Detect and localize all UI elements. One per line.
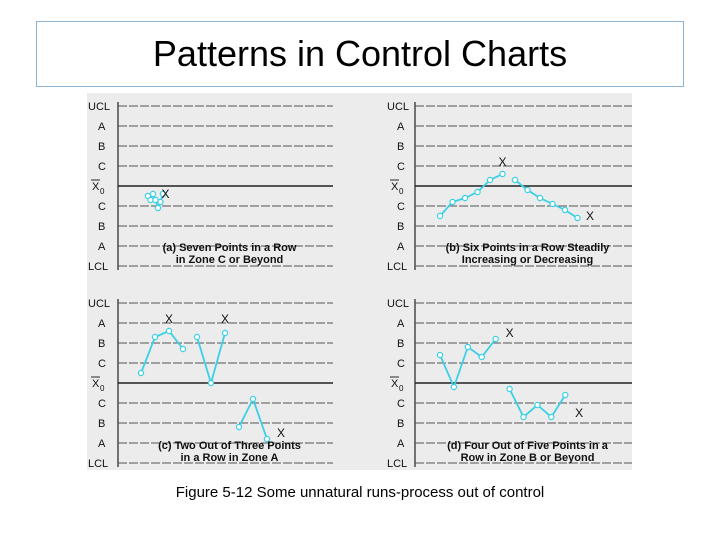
chart-b-data-point xyxy=(574,214,581,222)
chart-b-zone-label: A xyxy=(397,241,405,253)
chart-b-data-point xyxy=(524,186,531,194)
chart-d-data-point xyxy=(464,343,472,351)
chart-b-zone-label: LCL xyxy=(387,261,407,273)
chart-b-data-point xyxy=(436,212,444,220)
chart-b-out-of-control-marker: X xyxy=(586,209,594,223)
chart-a-out-of-control-marker: X xyxy=(161,187,169,201)
chart-c-data-point xyxy=(235,423,243,431)
chart-b-subtitle-line: Increasing or Decreasing xyxy=(462,254,593,266)
chart-d-center-label-sub: 0 xyxy=(399,384,404,393)
chart-d-data-point xyxy=(562,391,569,399)
chart-c-data-point xyxy=(193,333,201,341)
chart-c-data-point xyxy=(221,329,229,337)
chart-c-data-point xyxy=(151,333,159,341)
chart-d-zone-label: UCL xyxy=(387,298,409,310)
chart-b-zone-label: B xyxy=(397,221,404,233)
chart-b-zone-label: B xyxy=(397,141,404,153)
chart-c-out-of-control-marker: X xyxy=(165,312,173,326)
chart-b-data-point xyxy=(461,194,469,202)
chart-c-zone-label: LCL xyxy=(88,458,108,470)
chart-d-data-point xyxy=(534,401,541,409)
chart-d-subtitle-line: Row in Zone B or Beyond xyxy=(461,452,595,464)
chart-a-data-point xyxy=(159,190,167,198)
page-title: Patterns in Control Charts xyxy=(152,33,568,74)
chart-c-data-point xyxy=(249,395,257,403)
chart-b-data-point xyxy=(536,194,544,202)
chart-d-data-point xyxy=(478,353,485,361)
chart-a-center-label-sub: 0 xyxy=(100,187,105,196)
chart-d-out-of-control-marker: X xyxy=(506,326,514,340)
chart-a-data-point xyxy=(149,190,157,198)
chart-d-out-of-control-marker: X xyxy=(575,406,583,420)
chart-b-data-point xyxy=(511,176,519,184)
chart-d-data-point xyxy=(492,335,499,343)
chart-d-zone-label: C xyxy=(397,398,405,410)
chart-c-zone-label: UCL xyxy=(88,298,110,310)
chart-d-data-point xyxy=(506,385,513,393)
chart-a-zone-label: A xyxy=(98,121,106,133)
chart-d-center-label: X xyxy=(391,378,399,390)
chart-b-center-label-sub: 0 xyxy=(399,187,404,196)
chart-c-center-label-sub: 0 xyxy=(100,384,105,393)
chart-b-data-point xyxy=(449,198,456,206)
chart-b-zone-label: C xyxy=(397,201,405,213)
chart-d-data-point xyxy=(450,383,458,391)
chart-a-zone-label: B xyxy=(98,221,105,233)
chart-a-zone-label: B xyxy=(98,141,105,153)
chart-c-zone-label: B xyxy=(98,418,105,430)
chart-c-out-of-control-marker: X xyxy=(221,312,229,326)
chart-c-data-point xyxy=(165,327,173,335)
chart-c-out-of-control-marker: X xyxy=(277,426,285,440)
chart-c-zone-label: C xyxy=(98,398,106,410)
chart-b-data-point xyxy=(549,200,556,208)
chart-a-subtitle-line: in Zone C or Beyond xyxy=(176,254,284,266)
chart-b-center-label: X xyxy=(391,181,399,193)
chart-a-zone-label: LCL xyxy=(88,261,108,273)
chart-c-subtitle-line: (c) Two Out of Three Points xyxy=(158,440,301,452)
figure-caption: Figure 5-12 Some unnatural runs-process … xyxy=(175,484,545,501)
chart-c-series-line xyxy=(196,332,226,387)
chart-d-zone-label: LCL xyxy=(387,458,407,470)
chart-b-zone-label: A xyxy=(397,121,405,133)
chart-b-out-of-control-marker: X xyxy=(498,155,506,169)
chart-d-zone-label: C xyxy=(397,358,405,370)
chart-a-zone-label: UCL xyxy=(88,101,110,113)
chart-a-data-point xyxy=(157,198,164,206)
chart-a-subtitle-line: (a) Seven Points in a Row xyxy=(163,242,297,254)
chart-c-zone-label: A xyxy=(98,318,106,330)
chart-d-data-point xyxy=(520,413,527,421)
title-box: Patterns in Control Charts xyxy=(36,21,684,87)
chart-b-data-point xyxy=(561,206,569,214)
chart-c-center-label: X xyxy=(92,378,100,390)
chart-d-subtitle-line: (d) Four Out of Five Points in a xyxy=(447,440,609,452)
chart-c-zone-label: A xyxy=(98,438,106,450)
chart-c-zone-label: B xyxy=(98,338,105,350)
chart-d-data-point xyxy=(436,351,444,359)
chart-c-data-point xyxy=(137,369,145,377)
chart-c-series-line xyxy=(238,396,268,440)
chart-b-zone-label: UCL xyxy=(387,101,409,113)
chart-b-data-point xyxy=(474,188,481,196)
chart-c-data-point xyxy=(179,345,187,353)
chart-b-data-point xyxy=(486,176,494,184)
chart-c-data-point xyxy=(263,435,271,443)
chart-a-zone-label: C xyxy=(98,161,106,173)
chart-b-subtitle-line: (b) Six Points in a Row Steadily xyxy=(446,242,611,254)
chart-c-data-point xyxy=(207,379,215,387)
chart-b-data-point xyxy=(499,170,506,178)
chart-c-zone-label: C xyxy=(98,358,106,370)
chart-c-series-line xyxy=(140,329,184,374)
chart-b-zone-label: C xyxy=(397,161,405,173)
chart-d-zone-label: B xyxy=(397,418,404,430)
chart-c-subtitle-line: in a Row in Zone A xyxy=(181,452,279,464)
chart-d-data-point xyxy=(548,413,555,421)
chart-a-zone-label: A xyxy=(98,241,106,253)
chart-d-zone-label: A xyxy=(397,318,405,330)
chart-a-center-label: X xyxy=(92,181,100,193)
chart-d-zone-label: B xyxy=(397,338,404,350)
chart-a-zone-label: C xyxy=(98,201,106,213)
chart-d-zone-label: A xyxy=(397,438,405,450)
chart-a-data-point xyxy=(154,204,162,212)
